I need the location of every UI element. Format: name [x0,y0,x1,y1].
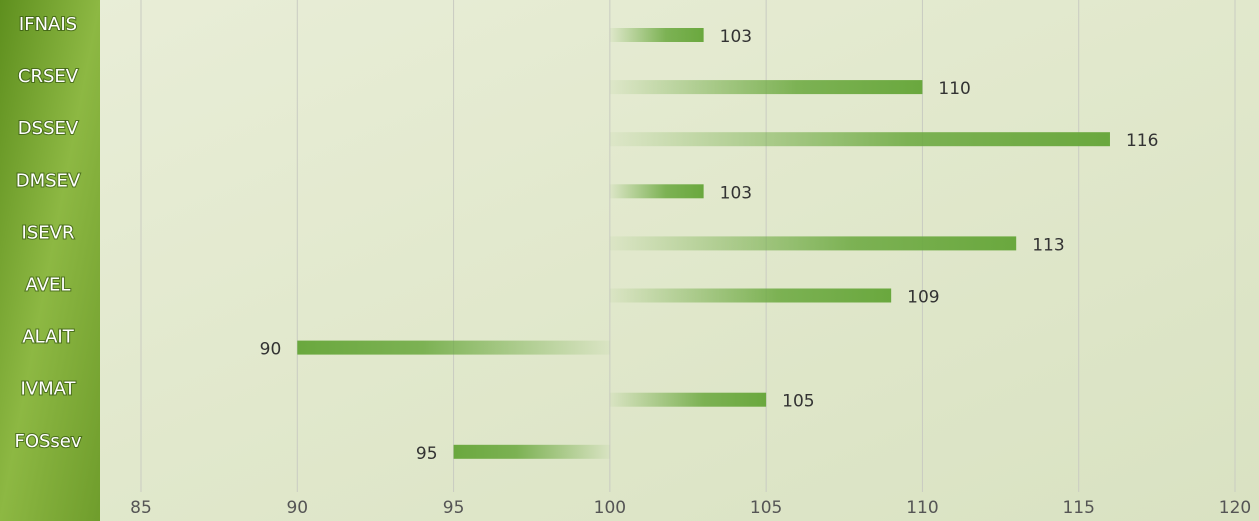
value-label: 95 [416,444,438,464]
bar [610,28,704,42]
x-tick-label: 90 [286,498,308,518]
bar [610,80,923,94]
category-label: DSSEV [18,118,79,139]
background [0,0,1259,521]
bar [610,393,766,407]
value-label: 105 [782,392,814,412]
category-label: DMSEV [16,170,81,191]
category-label: IFNAIS [19,14,77,35]
x-tick-label: 105 [750,498,782,518]
bar [610,236,1016,250]
x-tick-label: 110 [906,498,938,518]
x-tick-label: 115 [1062,498,1094,518]
value-label: 116 [1126,131,1158,151]
chart: 85 90 95 100 105 110 115 120 IFNAIS 103 CRSEV 110 DS… [0,0,1259,521]
bar [610,184,704,198]
category-label: ISEVR [22,222,75,243]
value-label: 90 [260,340,282,360]
x-tick-label: 100 [594,498,626,518]
value-label: 113 [1032,235,1064,255]
value-label: 109 [907,288,939,308]
x-tick-label: 85 [130,498,152,518]
bar [610,289,891,303]
category-label: FOSsev [14,431,81,452]
value-label: 110 [938,79,970,99]
x-tick-label: 95 [443,498,465,518]
category-label: AVEL [26,275,71,296]
x-tick-label: 120 [1219,498,1251,518]
value-label: 103 [720,183,752,203]
bar [454,445,610,459]
category-label: CRSEV [18,66,79,87]
bar [297,341,610,355]
category-label: IVMAT [20,379,76,400]
value-label: 103 [720,27,752,47]
bar [610,132,1110,146]
category-label: ALAIT [22,327,74,348]
